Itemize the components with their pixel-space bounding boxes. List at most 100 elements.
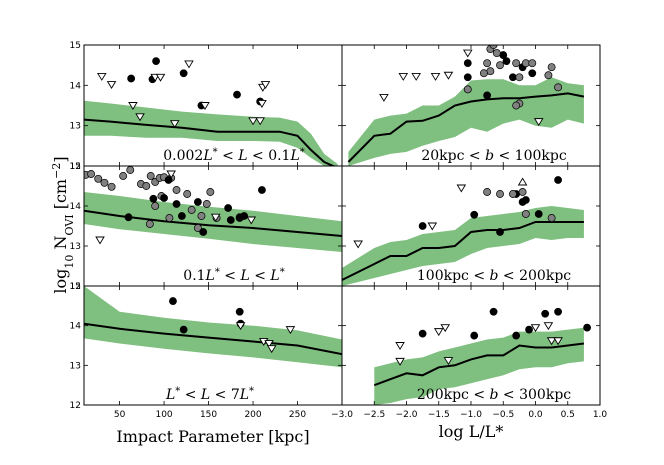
data-point [583, 323, 591, 332]
data-point [96, 73, 107, 81]
data-point [226, 216, 235, 224]
data-point [395, 357, 405, 366]
data-point [483, 91, 492, 100]
data-point [266, 345, 277, 354]
y-tick-label: 12 [70, 282, 81, 292]
x-tick-label: 200 [244, 410, 261, 420]
data-point [124, 213, 133, 222]
median-line [347, 92, 585, 163]
data-point [418, 329, 427, 338]
data-point [165, 214, 174, 222]
data-point [554, 83, 563, 92]
median-line [373, 342, 585, 387]
data-point [145, 220, 154, 228]
data-point [164, 176, 173, 184]
data-point [443, 71, 454, 80]
x-axis-title-left: Impact Parameter [kpc] [116, 427, 309, 446]
data-point [440, 324, 450, 333]
data-point [135, 113, 145, 122]
median-line [84, 209, 342, 237]
y-tick-label: 13 [70, 122, 81, 132]
data-point [398, 73, 409, 81]
panel-label: 100kpc < b < 200kpc [417, 268, 571, 284]
data-point [430, 73, 441, 81]
scatter-band [84, 286, 342, 368]
data-point [126, 166, 135, 174]
data-point [427, 222, 438, 231]
data-point [528, 69, 537, 78]
data-point [521, 210, 530, 218]
data-point [187, 206, 196, 214]
median-line [342, 221, 584, 281]
data-point [210, 213, 221, 222]
data-point [184, 60, 194, 69]
x-tick-label: −2.5 [363, 410, 385, 420]
data-point [521, 196, 530, 204]
data-point [202, 200, 211, 208]
data-point [240, 212, 249, 220]
panel-label: 200kpc < b < 300kpc [417, 387, 571, 403]
x-tick-label: 0.5 [561, 410, 575, 420]
data-point [353, 240, 363, 249]
data-point [502, 57, 511, 66]
panel-label: 20kpc < b < 100kpc [421, 148, 567, 164]
x-tick-label: −2.0 [396, 410, 418, 420]
data-point [146, 172, 155, 180]
y-tick-label: 15 [70, 162, 81, 172]
data-point [553, 337, 563, 346]
data-point [395, 342, 405, 350]
data-point [199, 228, 208, 236]
data-point [512, 59, 521, 68]
y-tick-label: 14 [70, 202, 82, 212]
median-line [84, 118, 336, 166]
x-tick-label: 250 [289, 410, 306, 420]
data-point [179, 325, 188, 334]
panel-right-top: 20kpc < b < 100kpc [341, 44, 601, 167]
data-point [119, 172, 128, 180]
data-point [183, 190, 192, 198]
data-point [106, 81, 117, 89]
data-point [470, 331, 479, 340]
data-point [543, 322, 554, 331]
data-point [554, 307, 562, 316]
data-point [255, 117, 265, 126]
data-point [155, 73, 166, 82]
data-point [152, 57, 160, 66]
data-point [128, 102, 138, 110]
y-tick-label: 12 [70, 401, 81, 411]
panel-left-mid: 12 13 14 15 0.1L* < L < L* [70, 162, 343, 292]
data-point [443, 357, 454, 366]
scatter-band [84, 100, 338, 166]
data-point [533, 118, 544, 127]
data-point [206, 188, 215, 196]
data-point [87, 170, 96, 178]
data-point [544, 71, 553, 80]
data-point [160, 194, 168, 202]
x-axis-title-right: log L/L* [439, 422, 504, 441]
data-point [169, 120, 180, 129]
median-line [84, 322, 342, 356]
data-point [95, 236, 105, 245]
x-tick-label: 0.0 [528, 410, 543, 420]
data-point [486, 67, 495, 76]
data-point [508, 190, 517, 198]
data-point [534, 210, 543, 218]
x-tick-label: 150 [200, 410, 217, 420]
data-point [492, 49, 501, 58]
y-tick-label: 13 [70, 361, 81, 371]
data-point [525, 325, 533, 334]
data-point [554, 176, 562, 184]
data-point [233, 90, 241, 99]
data-point [411, 73, 421, 81]
data-point [456, 184, 467, 193]
data-point [483, 188, 492, 196]
y-axis-title: log10 NOVI [cm−2] [50, 156, 76, 293]
y-tick-label: 14 [70, 81, 82, 91]
data-point [127, 74, 136, 83]
data-point [512, 331, 521, 340]
data-point [489, 307, 498, 316]
data-point [260, 81, 271, 89]
data-point [179, 69, 188, 78]
data-point [515, 73, 524, 82]
